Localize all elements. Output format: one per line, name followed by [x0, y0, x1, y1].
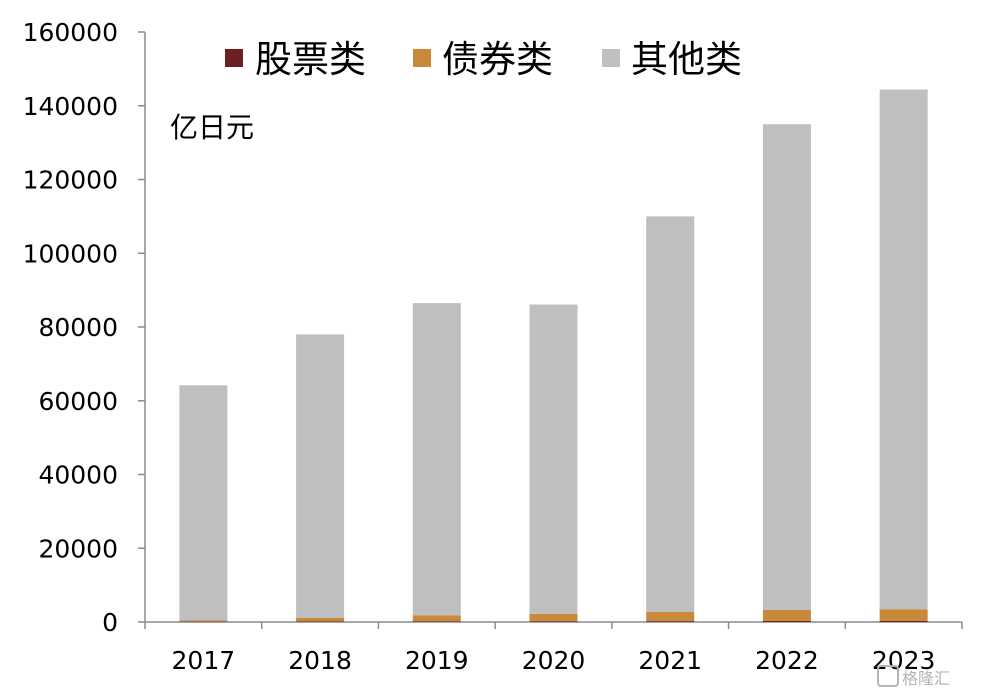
x-tick-label: 2021	[638, 646, 702, 675]
bar-segment-stock	[412, 621, 461, 622]
unit-label: 亿日元	[170, 111, 254, 144]
legend-swatch	[602, 49, 620, 67]
bar-segment-stock	[646, 621, 695, 622]
bar-segment-other	[296, 334, 345, 618]
bar-segment-other	[412, 303, 461, 616]
bar-segment-stock	[762, 621, 811, 622]
bar-segment-bond	[529, 613, 578, 622]
y-tick-label: 0	[102, 608, 118, 637]
bars	[179, 89, 928, 622]
legend-swatch	[225, 49, 243, 67]
bar-segment-other	[879, 89, 928, 610]
legend-label: 其他类	[631, 38, 742, 81]
y-tick-label: 160000	[23, 18, 118, 47]
bar-segment-bond	[646, 611, 695, 622]
bar-segment-stock	[296, 621, 345, 622]
x-tick-label: 2018	[288, 646, 352, 675]
watermark-logo	[877, 665, 899, 687]
legend-label: 债券类	[442, 38, 553, 81]
x-tick-label: 2019	[405, 646, 469, 675]
bar-segment-other	[179, 385, 228, 621]
watermark-text: 格隆汇	[902, 669, 950, 688]
bar-segment-bond	[412, 615, 461, 622]
axes: 0 20000 40000 60000 80000 100000 120000 140000 1…	[23, 18, 963, 675]
y-tick-label: 80000	[38, 313, 118, 342]
bar-segment-bond	[762, 609, 811, 622]
legend: 股票类 债券类 其他类	[225, 38, 899, 687]
bar-segment-bond	[296, 617, 345, 622]
x-tick-label: 2020	[522, 646, 586, 675]
x-tick-label: 2017	[172, 646, 236, 675]
y-tick-label: 140000	[23, 92, 118, 121]
legend-swatch	[413, 49, 431, 67]
bar-segment-bond	[879, 609, 928, 621]
y-tick-label: 20000	[38, 534, 118, 563]
bar-segment-other	[646, 216, 695, 612]
x-tick-label: 2023	[872, 646, 936, 675]
bar-segment-stock	[879, 620, 928, 622]
y-tick-label: 40000	[38, 461, 118, 490]
bar-segment-other	[529, 304, 578, 614]
bar-segment-other	[762, 124, 811, 610]
bar-segment-stock	[529, 621, 578, 622]
y-tick-label: 120000	[23, 166, 118, 195]
y-tick-label: 60000	[38, 387, 118, 416]
x-tick-label: 2022	[755, 646, 819, 675]
bar-segment-bond	[179, 620, 228, 622]
legend-label: 股票类	[255, 38, 366, 81]
y-tick-label: 100000	[23, 239, 118, 268]
